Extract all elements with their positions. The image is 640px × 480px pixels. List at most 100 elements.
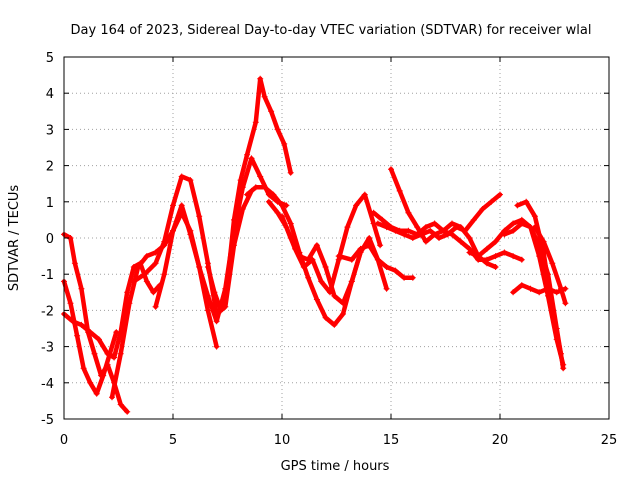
data-point [322,264,329,270]
series-arc-6 [152,155,290,325]
data-point [287,235,294,241]
data-point [67,300,74,307]
data-point [261,93,268,100]
data-point [265,198,272,205]
data-point [531,224,538,231]
data-point [252,119,259,126]
data-point [161,238,168,245]
data-point [361,191,368,198]
data-point [211,289,218,296]
data-point [431,231,438,238]
data-point [436,235,442,241]
data-point [431,220,438,227]
data-point [224,278,231,285]
data-point [268,108,275,115]
data-point [87,379,94,386]
data-point [553,289,560,296]
data-point [523,198,530,205]
data-point [396,187,403,194]
series-trace [371,210,525,262]
data-point [130,278,137,285]
data-point [344,224,351,231]
data-point [396,227,403,234]
data-point [501,249,508,256]
data-point [213,318,220,325]
data-point [370,209,377,216]
series-arc-2 [61,278,120,397]
data-point [331,321,338,328]
data-point [409,235,416,241]
data-point [170,202,176,209]
data-point [483,256,490,263]
data-point [531,213,538,220]
data-point [388,166,394,173]
data-point [545,285,551,292]
data-point [100,372,107,379]
data-point [392,267,399,274]
series-arc-11 [335,242,416,281]
data-point [497,191,503,198]
data-point [422,238,429,245]
data-point [117,350,124,357]
data-point [483,245,490,252]
data-point [374,220,381,227]
data-point [117,401,124,408]
y-tick-label: 3 [46,123,54,138]
grid-layer [64,57,609,419]
x-tick-label: 25 [601,433,618,448]
data-point [409,274,416,281]
data-point [78,285,85,292]
data-point [383,264,390,270]
data-point [313,242,320,249]
data-point [479,206,486,212]
data-point [475,253,482,260]
series-trace [502,221,566,371]
data-point [287,169,294,176]
data-point [366,235,373,241]
data-point [80,365,87,372]
data-point [87,329,94,336]
data-point [414,224,421,231]
data-point [405,227,412,234]
y-tick-label: 1 [46,196,54,211]
data-point [540,238,547,245]
data-point [270,191,277,198]
data-point [69,318,76,325]
data-point [492,238,499,245]
data-point [124,289,131,296]
data-point [379,216,386,223]
data-point [237,177,244,184]
data-point [470,216,477,223]
data-point [95,336,102,343]
data-point [124,408,131,415]
data-point [218,307,224,314]
x-tick-label: 5 [169,433,177,448]
data-point [536,289,543,296]
data-point [257,173,264,180]
data-point [279,213,285,220]
data-point [161,271,168,278]
data-point [545,271,551,278]
data-point [143,253,150,260]
data-point [405,209,412,216]
data-point [287,220,294,227]
data-point [126,300,133,307]
data-point [510,227,517,234]
data-point [93,390,100,397]
y-tick-label: -4 [41,377,54,392]
y-tick-label: -1 [41,268,54,283]
data-point [170,227,176,234]
y-tick-label: 0 [46,232,54,247]
data-point [440,227,447,234]
y-tick-label: -2 [41,304,54,319]
data-point [305,274,312,281]
data-point [501,231,508,238]
data-point [109,394,115,401]
data-point [518,256,525,263]
data-point [518,220,525,227]
data-point [510,289,517,296]
data-point [104,350,111,357]
data-point [141,271,148,278]
data-point [553,325,560,332]
data-point [348,256,355,263]
